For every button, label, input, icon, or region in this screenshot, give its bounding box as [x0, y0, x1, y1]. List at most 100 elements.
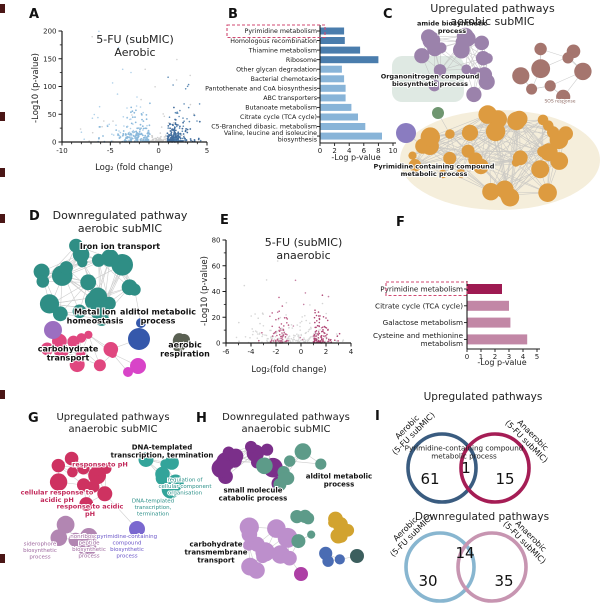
cluster-label: transport	[47, 353, 90, 362]
y-tick-label: 40	[212, 288, 221, 296]
network-node	[433, 64, 447, 77]
panel-a-label: A	[29, 7, 40, 22]
cluster-label: biosynthetic	[23, 548, 57, 554]
x-tick-label: 0	[465, 353, 469, 361]
bar-label: Pantothenate and CoA biosynthesis	[205, 86, 317, 93]
network-node	[474, 35, 490, 51]
network-node	[138, 452, 154, 467]
cluster-label: respiration	[160, 349, 210, 358]
y-tick-label: 0	[52, 139, 56, 147]
network-node	[531, 59, 551, 79]
cluster-label: peptide	[79, 541, 101, 547]
network-node	[422, 31, 441, 50]
x-tick-label: 5	[535, 353, 539, 361]
panel-i-label: I	[375, 409, 380, 424]
panel-b-label: B	[228, 7, 238, 22]
network-node	[511, 158, 520, 167]
network-node	[173, 333, 186, 345]
network-node	[543, 120, 554, 131]
network-node	[92, 253, 106, 267]
network-node	[50, 529, 68, 546]
panel-f-label: F	[396, 215, 405, 230]
bar-label: Valine, leucine and isoleucine	[224, 130, 317, 137]
cluster-label: Iron ion transport	[80, 242, 160, 251]
venn-upregulated: 61 15 1 Pyrimidine-containing compoundmetab…	[390, 410, 550, 504]
x-tick-label: 4	[521, 353, 526, 361]
bar-label: Pyrimidine metabolism	[380, 285, 463, 294]
x-tick-label: 2	[332, 147, 336, 155]
network-node	[549, 130, 569, 150]
network-node	[49, 473, 68, 491]
bar-label: Homologous recombination	[230, 38, 317, 45]
venn-count-left: 30	[418, 572, 437, 590]
bar-label: Galactose metabolism	[383, 318, 463, 327]
cluster-label: small molecule	[224, 486, 283, 494]
x-tick-label: -4	[248, 348, 256, 356]
network-node	[456, 168, 466, 178]
network-node	[67, 466, 78, 478]
network-node	[290, 509, 304, 524]
network-node	[77, 257, 88, 268]
network-node	[256, 457, 273, 475]
network-node	[45, 298, 57, 310]
bar	[467, 317, 511, 328]
panel-d-title-line2: aerobic subMIC	[77, 222, 163, 235]
volcano-e-ylabel: -Log10 (p-value)	[200, 256, 210, 326]
barchart-f-anaerobic: Pyrimidine metabolism Citrate cycle (TCA …	[373, 281, 540, 361]
cluster-label: DNA-templated	[132, 443, 193, 451]
bar-label: Citrate cycle (TCA cycle)	[375, 301, 463, 310]
bar-label: Citrate cycle (TCA cycle)	[240, 114, 317, 121]
network-node	[79, 497, 94, 511]
bar-label: biosynthesis	[278, 137, 317, 144]
y-tick-label: 200	[43, 28, 56, 36]
network-node	[294, 567, 308, 581]
network-node	[76, 349, 86, 359]
cluster-label: biosynthetic process	[392, 80, 468, 88]
edge-artifact	[0, 4, 5, 13]
bar	[467, 284, 502, 294]
bar-label: Ribosome	[286, 57, 317, 64]
network-node	[478, 105, 498, 124]
y-tick-label: 20	[212, 314, 221, 322]
volcano-a-xlabel: Log₂ (fold change)	[95, 163, 173, 173]
network-node	[537, 146, 549, 158]
network-node	[64, 451, 79, 466]
bar	[320, 27, 345, 35]
venn-count-right: 15	[495, 470, 514, 488]
bar	[320, 65, 342, 73]
bar-label: Other glycan degradation	[236, 66, 317, 73]
point-cloud	[80, 30, 149, 143]
network-node	[100, 463, 112, 474]
panel-h-title-line1: Downregulated pathways	[222, 412, 350, 423]
network-node	[241, 557, 259, 576]
network-node	[443, 151, 457, 165]
cluster-label: regulation of	[168, 477, 204, 483]
cluster-label: DNA-templated	[132, 498, 174, 504]
cluster-label: pyrimidine-containing	[97, 534, 157, 540]
x-tick-label: -10	[56, 147, 67, 155]
network-node	[129, 521, 145, 537]
x-tick-label: 4	[349, 348, 354, 356]
network-node	[482, 183, 500, 201]
panel-e-title-line1: 5-FU (subMIC)	[264, 236, 343, 249]
bar-label: Cysteine and methionine	[373, 331, 464, 340]
point-cloud	[167, 76, 202, 143]
barchart-b-axis-label: -Log p-value	[331, 153, 381, 162]
x-tick-label: 0	[156, 147, 160, 155]
network-nodes	[33, 238, 190, 377]
bar	[467, 334, 528, 345]
network-node	[77, 462, 90, 475]
bar	[320, 46, 361, 54]
x-tick-label: 10	[389, 147, 398, 155]
bar-label: Bacterial chemotaxis	[251, 76, 317, 83]
cluster-label: process	[29, 554, 50, 560]
panel-c-label: C	[383, 7, 393, 22]
x-tick-label: 3	[507, 353, 511, 361]
network-node	[136, 318, 146, 328]
cluster-label: carbohydrate	[190, 540, 243, 548]
network-g-upregulated-anaerobic: response to pH cellular response toacidic…	[20, 442, 215, 561]
